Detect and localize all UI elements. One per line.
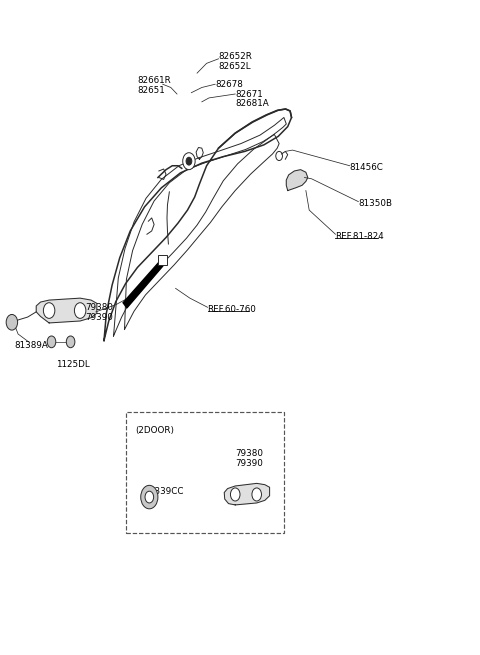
Circle shape [252, 488, 262, 501]
Text: 81389A: 81389A [14, 341, 48, 350]
Text: 1339CC: 1339CC [149, 487, 184, 496]
Text: REF.60-760: REF.60-760 [207, 305, 256, 314]
Text: 81350B: 81350B [359, 199, 392, 208]
Polygon shape [36, 298, 97, 323]
Text: 82652L: 82652L [218, 62, 251, 71]
Bar [126, 412, 284, 533]
Ellipse shape [119, 297, 130, 312]
Text: 82671: 82671 [235, 90, 263, 98]
Text: (2DOOR): (2DOOR) [135, 426, 174, 435]
Ellipse shape [139, 238, 150, 253]
Bar [158, 255, 167, 265]
Circle shape [141, 485, 158, 509]
Circle shape [43, 303, 55, 318]
Circle shape [276, 151, 282, 160]
Circle shape [6, 314, 18, 330]
Ellipse shape [113, 318, 124, 332]
Polygon shape [286, 170, 308, 191]
Text: 82661R: 82661R [137, 77, 171, 85]
Circle shape [145, 491, 154, 503]
Ellipse shape [162, 205, 173, 219]
Circle shape [47, 336, 56, 348]
Text: 82678: 82678 [215, 80, 243, 88]
Circle shape [66, 336, 75, 348]
Ellipse shape [131, 257, 141, 272]
Polygon shape [224, 483, 270, 505]
Text: 82652R: 82652R [218, 52, 252, 62]
Text: 1125DL: 1125DL [56, 360, 90, 369]
Polygon shape [123, 262, 163, 308]
Text: REF.81-824: REF.81-824 [336, 232, 384, 240]
Text: 82681A: 82681A [235, 100, 269, 108]
Text: 79390: 79390 [85, 313, 113, 322]
Text: 79380: 79380 [85, 303, 113, 312]
Text: 79390: 79390 [235, 458, 263, 468]
Circle shape [183, 153, 195, 170]
Circle shape [186, 157, 192, 165]
Ellipse shape [125, 277, 135, 291]
Text: 82651: 82651 [137, 86, 165, 95]
Text: 81456C: 81456C [350, 163, 384, 172]
Ellipse shape [150, 221, 160, 235]
Circle shape [230, 488, 240, 501]
Text: 79380: 79380 [235, 449, 263, 458]
Circle shape [74, 303, 86, 318]
